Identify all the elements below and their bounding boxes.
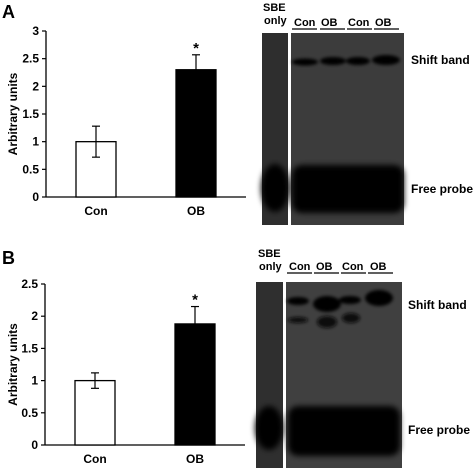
shift-band bbox=[372, 55, 400, 65]
x-category-label: OB bbox=[187, 204, 205, 218]
bar-chart-a: 0 0.5 1 1.5 2 2.5 3 Arbitrary units Con * OB bbox=[6, 24, 246, 218]
sbe-only-label: only bbox=[259, 261, 282, 273]
bar-chart-b: 0 0.5 1 1.5 2 2.5 Arbitrary units Con * OB bbox=[6, 277, 245, 466]
shift-band bbox=[342, 313, 360, 323]
blot-header-a: SBE only Con OB Con OB bbox=[263, 2, 399, 30]
gel-blot-b: SBE only Con OB Con OB Shift band Free p… bbox=[255, 248, 470, 468]
y-tick-label: 1.5 bbox=[21, 341, 38, 355]
y-tick-label: 0.5 bbox=[21, 406, 38, 420]
y-tick-label: 1.5 bbox=[22, 107, 39, 121]
shift-bands bbox=[292, 55, 400, 66]
x-category-label: OB bbox=[186, 452, 204, 466]
shift-band bbox=[288, 317, 308, 323]
gel-blot-a: SBE only Con OB Con OB Shift band Free p… bbox=[261, 2, 473, 225]
y-tick-label: 0 bbox=[32, 190, 39, 204]
panel-a: A 0 0.5 1 1.5 2 2.5 3 Arbitrary units Con * OB SBE… bbox=[2, 2, 473, 225]
blot-header-b: SBE only Con OB Con OB bbox=[258, 248, 393, 274]
shift-band bbox=[317, 316, 337, 328]
y-tick-label: 2.5 bbox=[21, 277, 38, 291]
y-tick-label: 1 bbox=[31, 374, 38, 388]
shift-band bbox=[292, 58, 318, 66]
bar-ob bbox=[175, 69, 217, 198]
y-tick-label: 3 bbox=[32, 24, 39, 38]
x-category-label: Con bbox=[84, 204, 107, 218]
sbe-label: SBE bbox=[258, 248, 281, 260]
lane-label: OB bbox=[370, 261, 387, 273]
y-axis-label: Arbitrary units bbox=[6, 72, 20, 155]
lane-label: Con bbox=[289, 261, 311, 273]
shift-band bbox=[365, 290, 393, 306]
y-tick-label: 0 bbox=[31, 438, 38, 452]
free-probe-bands bbox=[255, 406, 400, 456]
sbe-label: SBE bbox=[263, 2, 286, 14]
free-probe-bands bbox=[261, 164, 404, 213]
free-probe-band bbox=[292, 165, 404, 213]
free-probe-band bbox=[288, 406, 400, 456]
y-tick-label: 1 bbox=[32, 135, 39, 149]
shift-bands bbox=[287, 290, 393, 328]
shift-band-label: Shift band bbox=[408, 298, 467, 312]
lane-label: OB bbox=[316, 261, 333, 273]
sbe-only-label: only bbox=[264, 15, 287, 27]
y-tick-label: 0.5 bbox=[22, 162, 39, 176]
lane-label: Con bbox=[294, 17, 316, 29]
panel-b: B 0 0.5 1 1.5 2 2.5 Arbitrary units Con * OB SBE bbox=[2, 248, 470, 468]
shift-band bbox=[320, 57, 346, 65]
lane-label: OB bbox=[375, 17, 392, 29]
free-probe-label: Free probe bbox=[408, 423, 470, 437]
gel-splice-line bbox=[288, 33, 291, 225]
y-tick-label: 2.5 bbox=[22, 52, 39, 66]
x-category-label: Con bbox=[83, 452, 106, 466]
shift-band-label: Shift band bbox=[411, 53, 470, 67]
lane-label: OB bbox=[321, 17, 338, 29]
shift-band bbox=[313, 296, 341, 312]
significance-marker: * bbox=[193, 40, 199, 57]
shift-band bbox=[287, 297, 309, 305]
free-probe-band bbox=[255, 406, 283, 450]
free-probe-band bbox=[261, 164, 289, 212]
bar-con bbox=[74, 379, 116, 446]
free-probe-label: Free probe bbox=[411, 182, 473, 196]
panel-letter-a: A bbox=[2, 2, 15, 22]
panel-letter-b: B bbox=[2, 248, 15, 268]
significance-marker: * bbox=[192, 292, 198, 309]
shift-band bbox=[346, 57, 370, 65]
bar-ob bbox=[174, 323, 216, 446]
lane-label: Con bbox=[342, 261, 364, 273]
y-axis-label: Arbitrary units bbox=[6, 323, 20, 406]
shift-band bbox=[339, 296, 361, 304]
gel-splice-line bbox=[283, 282, 286, 468]
lane-label: Con bbox=[348, 17, 370, 29]
y-tick-label: 2 bbox=[31, 309, 38, 323]
y-tick-label: 2 bbox=[32, 79, 39, 93]
